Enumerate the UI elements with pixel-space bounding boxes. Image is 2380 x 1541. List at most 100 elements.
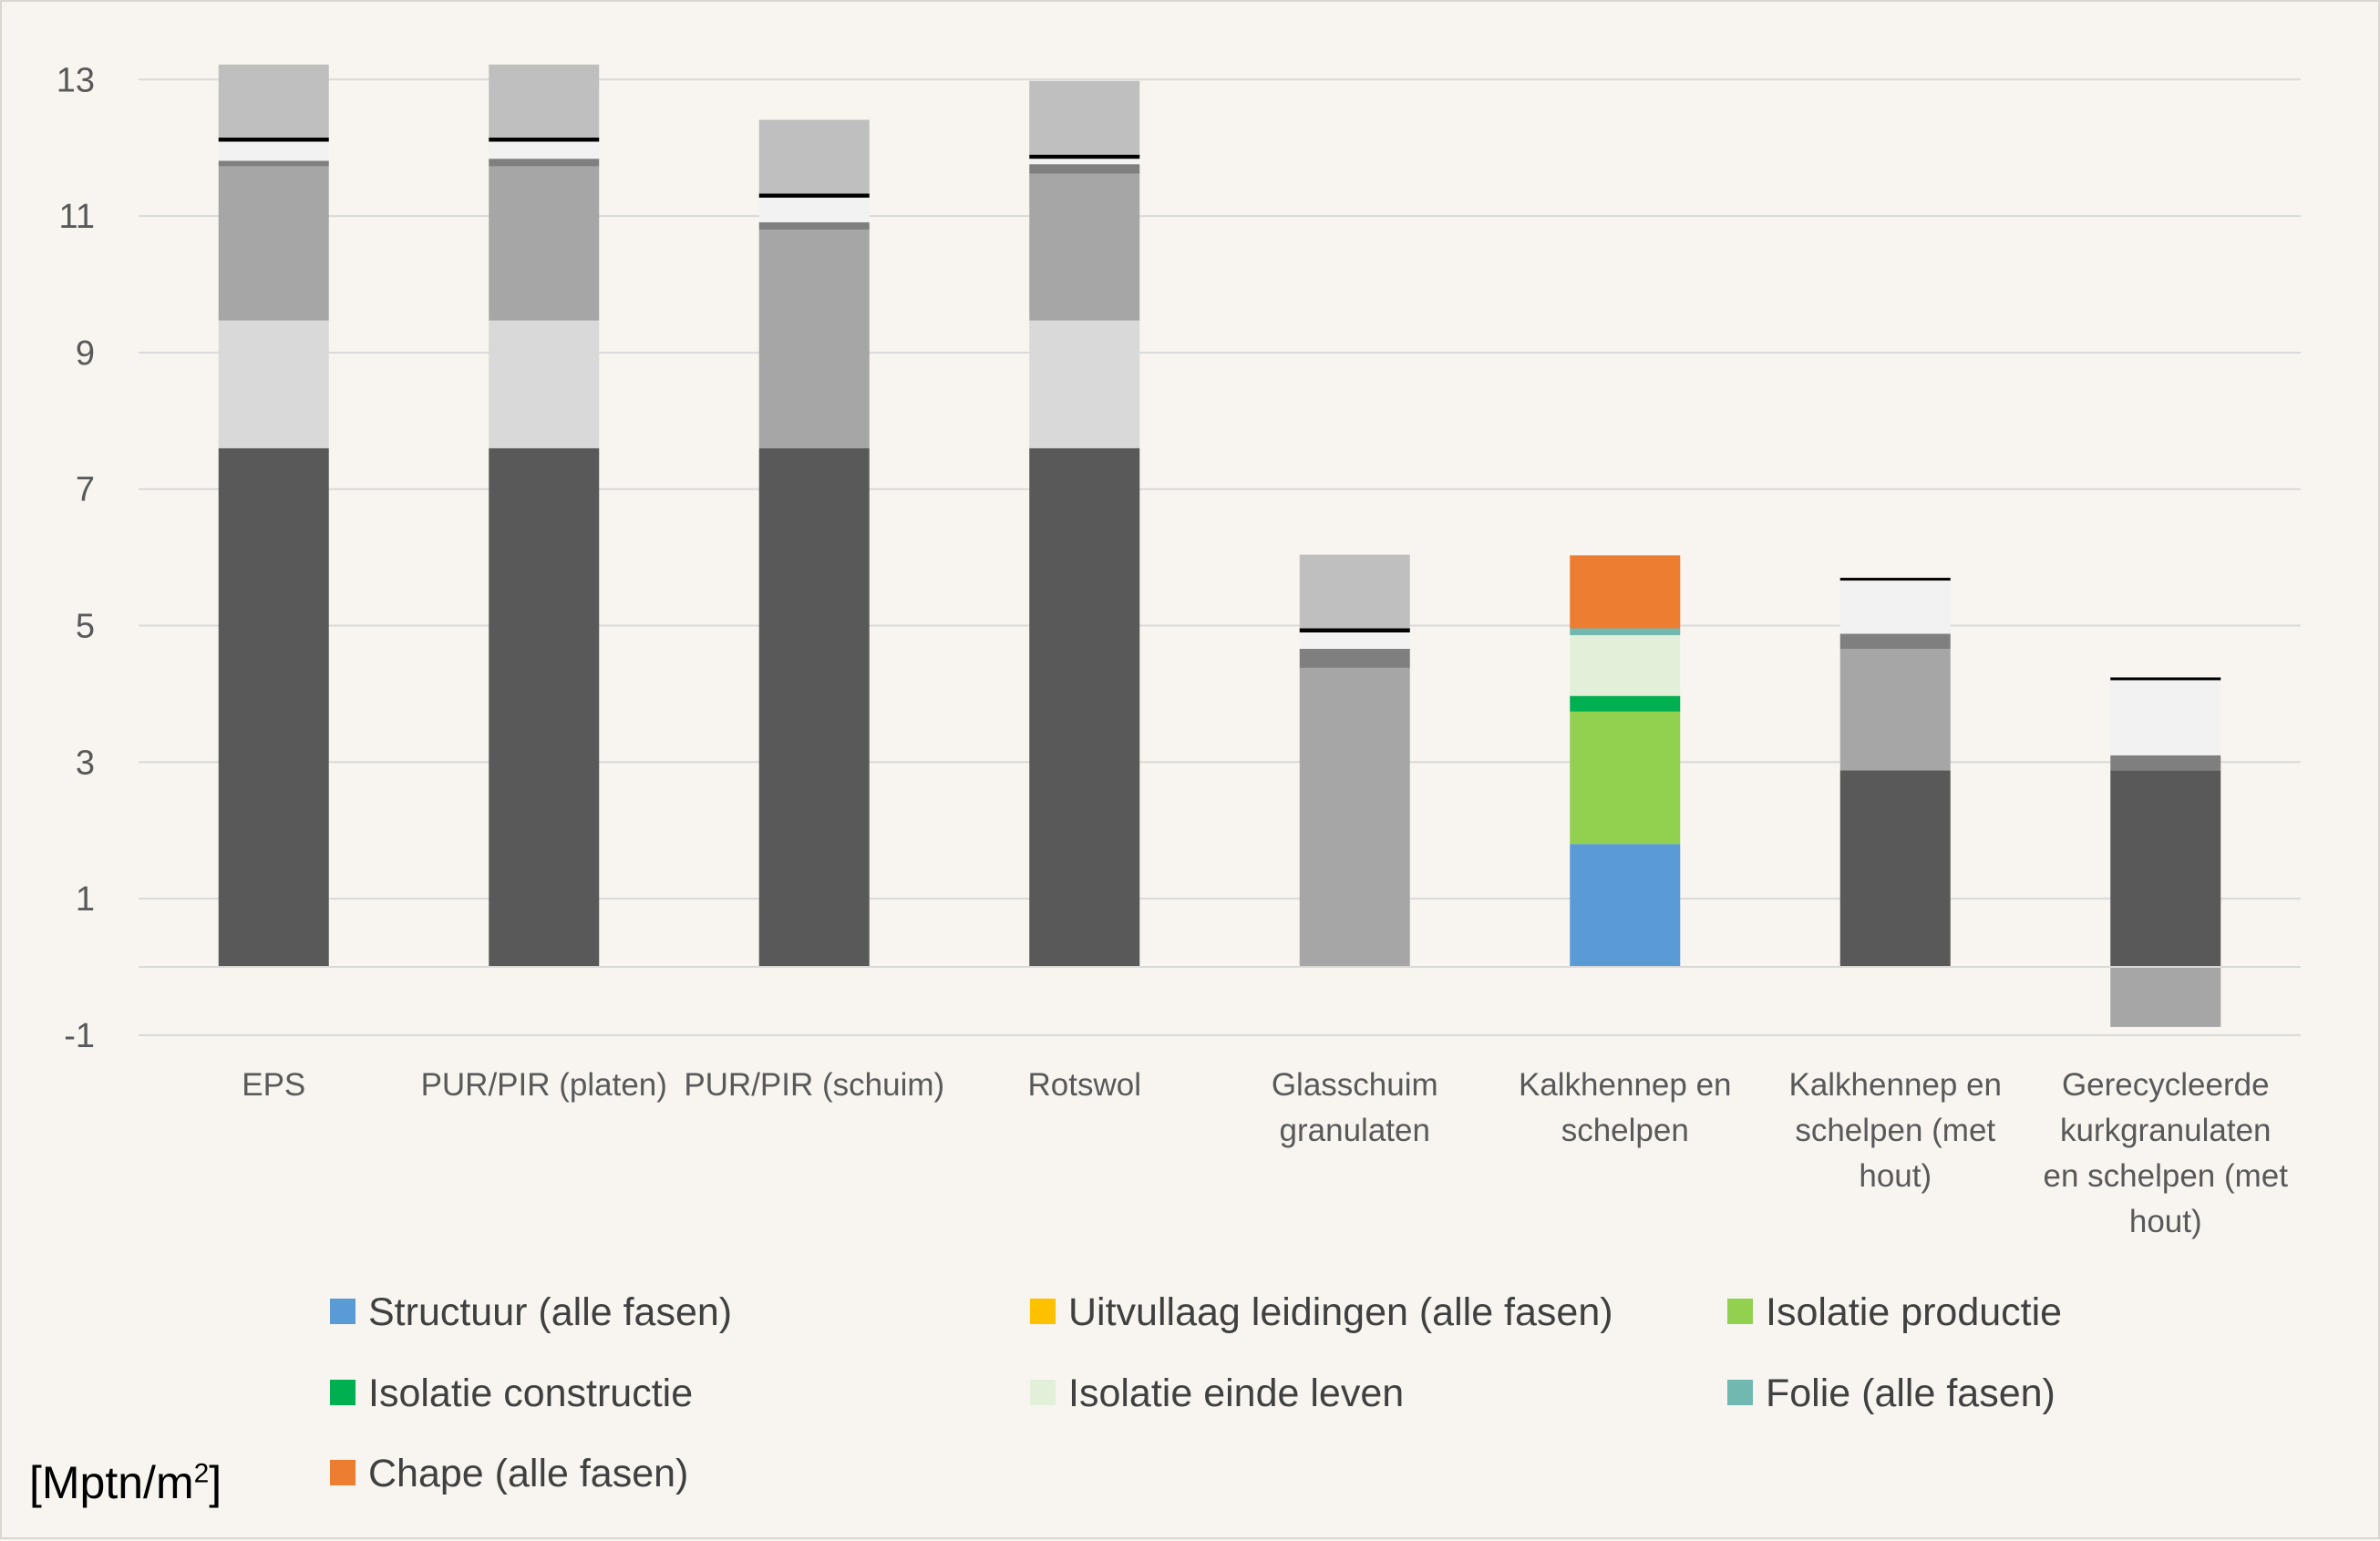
legend-label: Isolatie einde leven bbox=[1068, 1371, 1404, 1415]
bar-segment bbox=[1570, 628, 1681, 635]
y-tick-label: 7 bbox=[76, 471, 95, 509]
bar-segment bbox=[1299, 554, 1410, 629]
x-category-label: EPS bbox=[242, 1067, 305, 1103]
bar-segment bbox=[1029, 447, 1140, 967]
bar-segment bbox=[1570, 695, 1681, 712]
x-category-label-line: granulaten bbox=[1280, 1113, 1430, 1148]
bar-stack bbox=[1839, 578, 1951, 967]
x-category-label-line: PUR/PIR (schuim) bbox=[684, 1067, 944, 1103]
bar-segment bbox=[1029, 320, 1140, 448]
y-tick-label: -1 bbox=[64, 1017, 95, 1055]
bar-segment bbox=[1299, 648, 1410, 668]
x-category-label: Kalkhennep en schelpen bbox=[1519, 1067, 1732, 1148]
legend: Structuur (alle fasen) Uitvullaag leiding… bbox=[330, 1290, 2062, 1495]
bar-segment bbox=[758, 197, 870, 222]
bar-segment bbox=[1029, 173, 1140, 321]
legend-label: Folie (alle fasen) bbox=[1766, 1371, 2055, 1415]
bar-segment bbox=[218, 64, 329, 138]
legend-swatch bbox=[1727, 1380, 1753, 1405]
x-category-label: PUR/PIR (platen) bbox=[421, 1067, 667, 1103]
x-category-label: Glasschuim granulaten bbox=[1272, 1067, 1438, 1148]
legend-swatch bbox=[330, 1460, 355, 1485]
y-tick-label: 1 bbox=[76, 880, 95, 919]
bar-segment bbox=[1029, 164, 1140, 174]
x-category-label: PUR/PIR (schuim) bbox=[684, 1067, 944, 1103]
bar-segment bbox=[218, 160, 329, 167]
x-category-label: Rotswol bbox=[1028, 1067, 1141, 1103]
bar-segment bbox=[489, 137, 600, 142]
x-category-label-line: Gerecycleerde bbox=[2062, 1067, 2270, 1103]
bar-segment bbox=[758, 221, 870, 231]
x-category-label-line: kurkgranulaten bbox=[2060, 1113, 2272, 1148]
bar-segment bbox=[2110, 967, 2221, 1027]
x-category-label-line: hout) bbox=[1859, 1158, 1932, 1194]
x-category-label: Kalkhennep en schelpen (met hout) bbox=[1788, 1067, 2002, 1194]
bar-segment bbox=[1299, 628, 1410, 632]
unit-prefix: [Mptn/m bbox=[29, 1457, 194, 1508]
legend-swatch bbox=[1030, 1299, 1056, 1324]
bar-segment bbox=[2110, 755, 2221, 771]
x-category-label: Gerecycleerde kurkgranulaten en schelpen (… bbox=[2044, 1067, 2289, 1239]
bar-segment bbox=[489, 447, 600, 967]
bar-segment bbox=[489, 64, 600, 138]
legend-swatch bbox=[1030, 1380, 1056, 1405]
bar-segment bbox=[2110, 680, 2221, 755]
axes: 13 11 9 7 5 3 1 -1 EPS PUR/PIR (platen) PUR/PIR (s… bbox=[57, 61, 2301, 1239]
x-category-label-line: schelpen bbox=[1561, 1113, 1689, 1148]
y-tick-label: 3 bbox=[76, 744, 95, 782]
y-tick-label: 11 bbox=[59, 198, 95, 236]
bar-segment bbox=[489, 320, 600, 448]
bar-segment bbox=[1570, 711, 1681, 845]
bar-segment bbox=[758, 447, 870, 967]
bar-segment bbox=[489, 159, 600, 167]
bar-segment bbox=[1570, 634, 1681, 696]
legend-swatch bbox=[330, 1380, 355, 1405]
bar-segment bbox=[489, 166, 600, 321]
bar-segment bbox=[218, 447, 329, 967]
bar-segment bbox=[1570, 555, 1681, 629]
bar-segment bbox=[1299, 632, 1410, 649]
x-category-label-line: EPS bbox=[242, 1067, 305, 1103]
bar-segment bbox=[1839, 578, 1951, 581]
bar-segment bbox=[1299, 667, 1410, 967]
bar-segment bbox=[1570, 844, 1681, 967]
bar-stack bbox=[1570, 555, 1681, 967]
bar-segment bbox=[1029, 154, 1140, 159]
bar-stack bbox=[218, 64, 329, 967]
bar-segment bbox=[1839, 580, 1951, 634]
legend-label: Isolatie productie bbox=[1766, 1290, 2062, 1334]
x-category-label-line: hout) bbox=[2129, 1204, 2202, 1239]
y-tick-label: 13 bbox=[57, 61, 95, 99]
legend-label: Structuur (alle fasen) bbox=[368, 1290, 732, 1334]
x-category-label-line: Kalkhennep en bbox=[1788, 1067, 2002, 1103]
bar-segment bbox=[1839, 633, 1951, 649]
y-tick-label: 9 bbox=[76, 334, 95, 373]
bar-segment bbox=[218, 320, 329, 448]
bar-stack bbox=[1299, 554, 1410, 967]
legend-swatch bbox=[1727, 1299, 1753, 1324]
bar-stack bbox=[489, 64, 600, 967]
unit-superscript: 2 bbox=[193, 1458, 210, 1489]
bar-segment bbox=[218, 137, 329, 142]
bar-segment bbox=[1839, 770, 1951, 967]
unit-suffix: ] bbox=[209, 1457, 222, 1508]
legend-label: Chape (alle fasen) bbox=[368, 1452, 688, 1495]
bar-segment bbox=[1839, 648, 1951, 771]
y-axis-unit-label: [Mptn/m2] bbox=[29, 1456, 222, 1509]
bar-segment bbox=[218, 166, 329, 321]
y-tick-label: 5 bbox=[76, 608, 95, 646]
bar-stack bbox=[1029, 80, 1140, 967]
bar-stack bbox=[2110, 677, 2221, 1027]
bar-segment bbox=[1029, 159, 1140, 165]
x-category-label-line: Kalkhennep en bbox=[1519, 1067, 1732, 1103]
x-category-label-line: PUR/PIR (platen) bbox=[421, 1067, 667, 1103]
x-category-label-line: schelpen (met bbox=[1795, 1113, 1995, 1148]
bar-segment bbox=[489, 141, 600, 159]
bar-segment bbox=[2110, 770, 2221, 967]
legend-label: Uitvullaag leidingen (alle fasen) bbox=[1068, 1290, 1613, 1334]
x-category-label-line: Glasschuim bbox=[1272, 1067, 1438, 1103]
bar-series bbox=[218, 64, 2221, 1027]
bar-segment bbox=[758, 230, 870, 448]
